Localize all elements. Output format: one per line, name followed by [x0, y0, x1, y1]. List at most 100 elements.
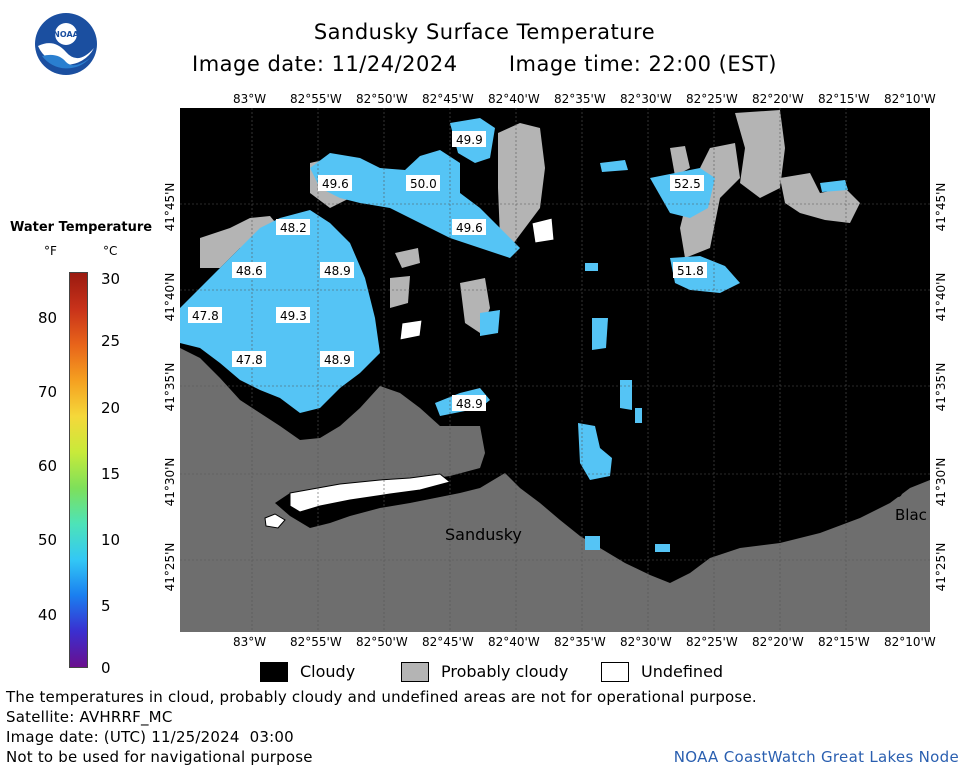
lon-label: 82°20'W — [752, 635, 804, 649]
lon-labels-bottom: 83°W 82°55'W 82°50'W 82°45'W 82°40'W 82°… — [0, 635, 969, 651]
lat-label: 41°25'N — [934, 542, 948, 592]
temp-label: 47.8 — [192, 309, 219, 323]
lon-label: 82°40'W — [488, 635, 540, 649]
temp-label: 49.6 — [456, 221, 483, 235]
temperature-map: 49.9 49.6 50.0 52.5 48.2 49.6 48.6 48.9 … — [180, 108, 930, 632]
lon-label: 82°25'W — [686, 635, 738, 649]
f-tick: 70 — [38, 383, 58, 401]
f-tick: 40 — [38, 606, 58, 624]
lon-label: 82°30'W — [620, 92, 672, 106]
colorbar-unit-f: °F — [44, 244, 57, 258]
label-box — [232, 262, 266, 278]
temp-label: 51.8 — [677, 264, 704, 278]
footer-node: NOAA CoastWatch Great Lakes Node — [673, 748, 959, 766]
colorbar — [69, 272, 88, 668]
legend-swatch-probably-cloudy — [401, 662, 429, 682]
f-tick: 80 — [38, 309, 58, 327]
place-label-blac: Blac — [895, 506, 927, 524]
lat-label: 41°45'N — [163, 182, 177, 232]
lon-label: 83°W — [233, 92, 267, 106]
label-box — [318, 175, 352, 191]
lon-label: 82°30'W — [620, 635, 672, 649]
lon-label: 82°45'W — [422, 92, 474, 106]
undefined-area — [264, 513, 286, 529]
lon-label: 82°15'W — [818, 92, 870, 106]
colorbar-title: Water Temperature — [10, 220, 153, 235]
temp-label: 48.9 — [324, 264, 351, 278]
lat-label: 41°45'N — [934, 182, 948, 232]
temp-label: 50.0 — [410, 177, 437, 191]
map-subtitle: Image date: 11/24/2024 Image time: 22:00… — [0, 52, 969, 76]
c-tick: 0 — [101, 659, 111, 677]
lon-label: 82°35'W — [554, 92, 606, 106]
lat-label: 41°25'N — [163, 542, 177, 592]
temp-label: 48.6 — [236, 264, 263, 278]
c-tick: 25 — [101, 332, 121, 350]
f-tick: 50 — [38, 531, 58, 549]
temp-label: 49.6 — [322, 177, 349, 191]
colorbar-unit-c: °C — [103, 244, 118, 258]
lon-label: 82°55'W — [290, 92, 342, 106]
lon-label: 82°20'W — [752, 92, 804, 106]
label-box — [320, 351, 354, 367]
label-box — [673, 262, 707, 278]
lat-label: 41°40'N — [163, 272, 177, 322]
undefined-area — [531, 217, 555, 244]
temp-label: 52.5 — [674, 177, 701, 191]
c-tick: 15 — [101, 465, 121, 483]
temp-label: 48.9 — [324, 353, 351, 367]
c-tick: 30 — [101, 270, 121, 288]
lon-label: 82°50'W — [356, 635, 408, 649]
logo-text: NOAA — [53, 30, 79, 39]
legend-label-undefined: Undefined — [641, 662, 724, 681]
temperature-labels: 49.9 49.6 50.0 52.5 48.2 49.6 48.6 48.9 … — [188, 131, 707, 411]
lon-label: 82°55'W — [290, 635, 342, 649]
lon-label: 83°W — [233, 635, 267, 649]
legend-swatch-cloudy — [260, 662, 288, 682]
label-box — [452, 219, 486, 235]
lat-label: 41°35'N — [934, 362, 948, 412]
temp-label: 48.9 — [456, 397, 483, 411]
lon-label: 82°50'W — [356, 92, 408, 106]
graticule — [180, 108, 930, 632]
lon-labels-top: 83°W 82°55'W 82°50'W 82°45'W 82°40'W 82°… — [0, 92, 969, 108]
temp-label: 48.2 — [280, 221, 307, 235]
lon-label: 82°15'W — [818, 635, 870, 649]
footer-navigation: Not to be used for navigational purpose — [6, 748, 313, 766]
noaa-logo: NOAA — [34, 12, 98, 76]
lon-label: 82°35'W — [554, 635, 606, 649]
f-tick: 60 — [38, 457, 58, 475]
place-label-sandusky: Sandusky — [445, 525, 522, 544]
lat-label: 41°30'N — [163, 457, 177, 507]
label-box — [276, 307, 310, 323]
temp-label: 49.9 — [456, 133, 483, 147]
legend-label-cloudy: Cloudy — [300, 662, 356, 681]
lon-label: 82°10'W — [884, 92, 936, 106]
lat-label: 41°35'N — [163, 362, 177, 412]
label-box — [406, 175, 440, 191]
c-tick: 20 — [101, 399, 121, 417]
land-area — [180, 348, 930, 632]
label-box — [188, 307, 222, 323]
label-box — [276, 219, 310, 235]
label-box — [452, 395, 486, 411]
footer-utc-date: Image date: (UTC) 11/25/2024 03:00 — [6, 728, 294, 746]
image-time: Image time: 22:00 (EST) — [508, 52, 777, 76]
footer-disclaimer: The temperatures in cloud, probably clou… — [6, 688, 757, 706]
lon-label: 82°10'W — [884, 635, 936, 649]
undefined-area — [399, 319, 423, 341]
lat-label: 41°30'N — [934, 457, 948, 507]
lon-label: 82°25'W — [686, 92, 738, 106]
legend-swatch-undefined — [601, 662, 629, 682]
legend-label-probably-cloudy: Probably cloudy — [441, 662, 569, 681]
c-tick: 10 — [101, 531, 121, 549]
lat-label: 41°40'N — [934, 272, 948, 322]
lon-label: 82°45'W — [422, 635, 474, 649]
lon-label: 82°40'W — [488, 92, 540, 106]
temp-label: 49.3 — [280, 309, 307, 323]
footer-satellite: Satellite: AVHRRF_MC — [6, 708, 173, 726]
map-title: Sandusky Surface Temperature — [313, 20, 656, 44]
undefined-area — [289, 473, 452, 513]
label-box — [232, 351, 266, 367]
label-box — [670, 175, 704, 191]
